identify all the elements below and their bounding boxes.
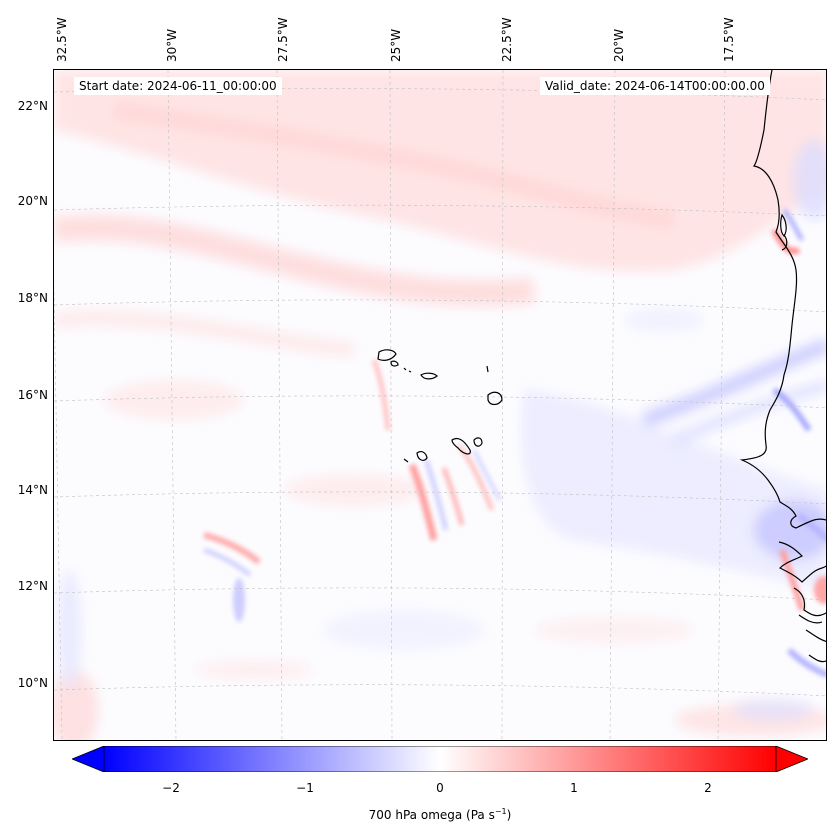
lat-label-18n: 18°N [17,291,48,305]
omega-shading-negative [57,140,826,720]
lon-label-32-5w: 32.5°W [55,17,69,62]
colorbar-extend-min [72,746,105,772]
start-date-label: Start date: 2024-06-11_00:00:00 [74,77,282,95]
colorbar-tick-neg2: −2 [162,781,180,795]
lat-label-12n: 12°N [17,579,48,593]
lon-label-25w: 25°W [389,28,403,62]
cape-verde-islands [377,349,503,463]
lon-label-30w: 30°W [165,28,179,62]
lon-label-20w: 20°W [612,28,626,62]
map-panel [53,69,827,741]
colorbar-tick-neg1: −1 [296,781,314,795]
colorbar [72,746,808,772]
colorbar-gradient [103,746,777,772]
lat-label-22n: 22°N [17,99,48,113]
omega-field [54,70,826,740]
lat-label-20n: 20°N [17,194,48,208]
colorbar-extend-max [775,746,808,772]
colorbar-tick-0: 0 [436,781,444,795]
lat-label-14n: 14°N [17,483,48,497]
valid-date-label: Valid_date: 2024-06-14T00:00:00.00 [540,77,770,95]
colorbar-label: 700 hPa omega (Pa s−1) [368,807,512,822]
colorbar-tick-2: 2 [704,781,712,795]
lat-label-10n: 10°N [17,676,48,690]
lon-label-27-5w: 27.5°W [276,17,290,62]
lon-label-17-5w: 17.5°W [722,17,736,62]
coastline [739,70,826,663]
omega-shading-positive [54,70,826,740]
colorbar-tick-1: 1 [570,781,578,795]
lat-label-16n: 16°N [17,388,48,402]
lon-label-22-5w: 22.5°W [500,17,514,62]
